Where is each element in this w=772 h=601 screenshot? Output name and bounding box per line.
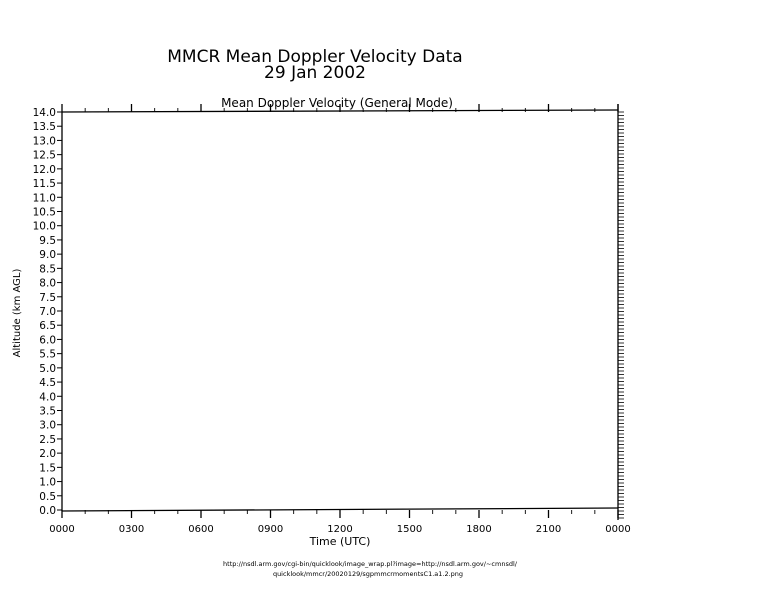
y-tick-label: 9.0 <box>39 249 56 261</box>
y-tick-label: 10.5 <box>33 207 56 219</box>
y-tick-label: 6.5 <box>39 320 56 332</box>
y-tick-label: 2.5 <box>39 434 56 446</box>
y-tick-label: 0.5 <box>39 491 56 503</box>
y-tick-label: 1.5 <box>39 462 56 474</box>
panel-title: Mean Doppler Velocity (General Mode) <box>221 96 453 110</box>
x-axis: 0000 0300 0600 0900 1200 1500 1800 2100 0000 <box>49 104 631 535</box>
x-tick-label: 1200 <box>327 524 352 535</box>
y-tick-label: 4.0 <box>39 391 56 403</box>
x-tick-label: 1500 <box>397 524 422 535</box>
x-tick-label: 0000 <box>605 524 630 535</box>
x-tick-label: 1800 <box>466 524 491 535</box>
y-tick-label: 14.0 <box>33 107 56 119</box>
y-tick-label: 8.0 <box>39 278 56 290</box>
y-tick-label: 5.5 <box>39 349 56 361</box>
y-tick-label: 3.0 <box>39 420 56 432</box>
y-tick-label: 13.5 <box>33 121 56 133</box>
y-tick-label: 13.0 <box>33 135 56 147</box>
x-axis-label: Time (UTC) <box>309 535 371 548</box>
footer-url-line1: http://nsdl.arm.gov/cgi-bin/quicklook/im… <box>223 560 518 568</box>
x-tick-label: 0900 <box>258 524 283 535</box>
plot-frame <box>61 104 619 520</box>
y-axis: 0.0 0.5 1.0 1.5 2.0 2.5 3.0 3.5 4.0 4.5 5.0 5.5 6.0 6… <box>33 107 62 517</box>
y-tick-label: 4.5 <box>39 377 56 389</box>
y-tick-label: 1.0 <box>39 477 56 489</box>
x-tick-label: 0300 <box>119 524 144 535</box>
right-axis-minor-ticks <box>618 111 624 519</box>
chart-title: MMCR Mean Doppler Velocity Data <box>167 47 462 67</box>
x-tick-label: 0600 <box>188 524 213 535</box>
x-tick-label: 0000 <box>49 524 74 535</box>
y-tick-label: 5.0 <box>39 363 56 375</box>
y-tick-label: 12.5 <box>33 150 56 162</box>
y-tick-label: 6.0 <box>39 334 56 346</box>
y-tick-label: 7.5 <box>39 292 56 304</box>
y-axis-label: Altitude (km AGL) <box>12 269 23 358</box>
chart-subtitle: 29 Jan 2002 <box>264 63 366 83</box>
y-tick-label: 0.0 <box>39 505 56 517</box>
y-tick-label: 2.0 <box>39 448 56 460</box>
y-tick-label: 11.0 <box>33 192 56 204</box>
y-tick-label: 11.5 <box>33 178 56 190</box>
y-tick-label: 8.5 <box>39 263 56 275</box>
y-tick-label: 3.5 <box>39 406 56 418</box>
y-tick-label: 7.0 <box>39 306 56 318</box>
footer-url-line2: quicklook/mmcr/20020129/sgpmmcrmomentsC1… <box>273 570 463 578</box>
x-tick-label: 2100 <box>536 524 561 535</box>
y-tick-label: 12.0 <box>33 164 56 176</box>
y-tick-label: 10.0 <box>33 221 56 233</box>
y-tick-label: 9.5 <box>39 235 56 247</box>
